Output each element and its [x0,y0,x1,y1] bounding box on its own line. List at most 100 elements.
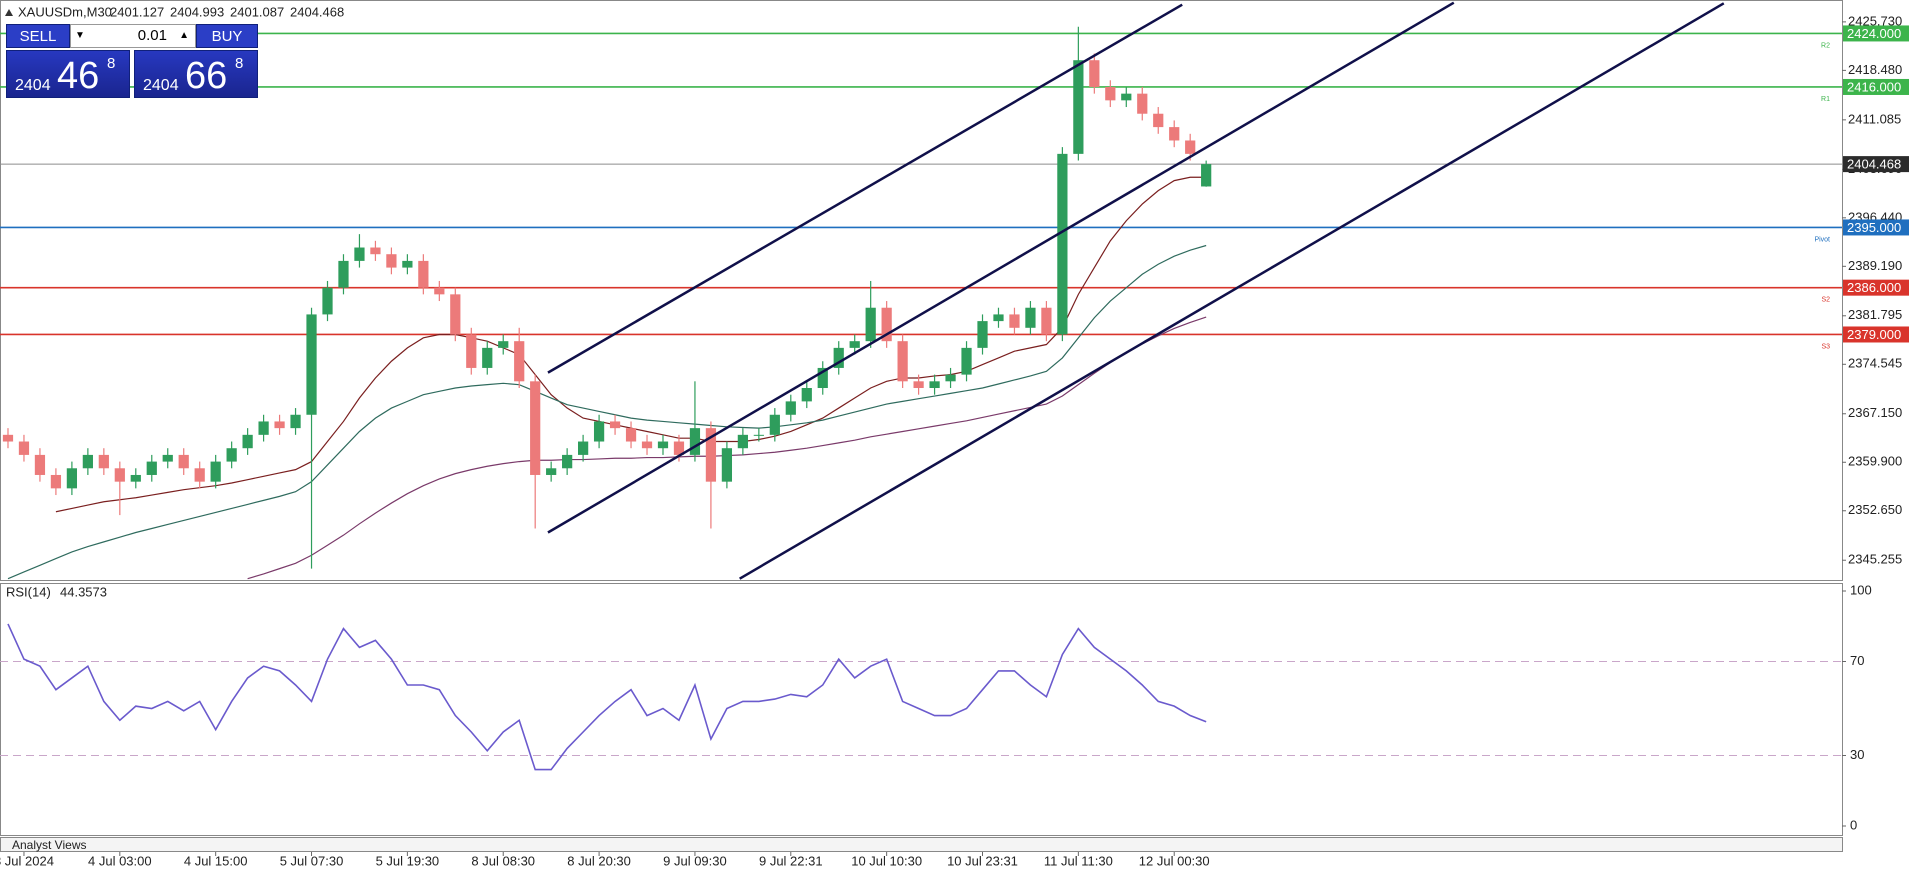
x-tick-label: 4 Jul 15:00 [184,853,248,868]
candle-body [2,434,14,442]
y-tick-label: 2425.730 [1848,13,1902,28]
x-tick-label: 12 Jul 00:30 [1139,853,1210,868]
candle-body [98,454,109,469]
candle-body [657,441,669,449]
x-tick-label: 9 Jul 09:30 [663,853,727,868]
candle-body [546,468,557,475]
candle-body [18,441,30,455]
candle-body [434,287,445,295]
y-tick-label: 2389.190 [1848,258,1902,273]
candle-body [162,454,173,462]
channel-line [547,3,1183,374]
y-tick-label: 2418.480 [1848,62,1902,77]
candle-body [1073,60,1084,154]
current-price-box [1843,156,1909,173]
level-label-box [1843,219,1909,236]
candle-body [274,421,285,429]
y-tick-label: 2374.545 [1848,356,1902,371]
candle-body [881,307,892,342]
candle-body [897,341,908,382]
header-open: 2401.127 [110,4,164,19]
level-name: S3 [1821,343,1830,350]
volume-up[interactable]: ▲ [179,30,189,41]
price-pane-frame [0,0,1843,581]
buy-button[interactable]: BUY [196,24,258,48]
sell-price[interactable]: 2404 46 8 [6,50,130,98]
sell-button[interactable]: SELL [6,24,70,48]
candle-body [801,388,812,402]
candle-body [1057,153,1068,335]
candle-body [338,260,349,288]
candle-body [817,367,828,389]
candle-body [210,461,221,482]
level-label: 2424.000 [1847,26,1901,41]
candle-body [146,461,157,475]
volume-field[interactable]: ▼ 0.01 ▲ [70,24,196,48]
candle-body [386,254,397,268]
sell-price-tail: 8 [107,55,116,72]
channel-line [547,1,1455,534]
x-tick-label: 10 Jul 23:31 [947,853,1018,868]
y-tick-label: 30 [1850,747,1864,762]
trade-panel: SELL ▼ 0.01 ▲ BUY 2404 46 8 2404 66 8 [6,24,258,98]
candle-body [1153,113,1164,128]
candle-body [785,401,796,415]
collapse-icon[interactable] [5,9,13,16]
volume-down[interactable]: ▼ [75,30,85,41]
header-close: 2404.468 [290,4,344,19]
candle-body [945,374,956,382]
rsi-line [7,623,1207,771]
candle-body [1009,314,1020,328]
level-label-box [1843,78,1909,95]
x-tick-label: 11 Jul 11:30 [1044,853,1113,868]
candle-body [258,421,269,435]
moving-average [7,244,1207,580]
candle-body [993,314,1004,322]
x-tick-label: 10 Jul 10:30 [851,853,922,868]
candle-body [1105,86,1116,101]
rsi-pane-frame [0,583,1843,836]
y-tick-label: 2381.795 [1848,307,1902,322]
y-tick-label: 100 [1850,582,1872,597]
x-tick-label: 4 Jul 03:00 [88,853,152,868]
level-label: 2386.000 [1847,280,1901,295]
candle-body [370,247,381,255]
candle-body [418,260,429,288]
candle-body [721,448,733,482]
candle-body [753,434,764,436]
header-high: 2404.993 [170,4,224,19]
analyst-title: Analyst Views [12,838,86,852]
candle-body [82,454,93,469]
level-name: Pivot [1814,236,1830,243]
candle-body [961,347,972,375]
candle-body [705,428,717,482]
level-label-box [1843,279,1909,296]
candle-body [625,428,637,442]
buy-price-main: 66 [185,55,228,97]
volume: 0.01 [137,27,167,44]
candle-body [226,448,237,462]
candle-body [689,428,701,455]
buy-price-tail: 8 [235,55,244,72]
y-tick-label: 2345.255 [1848,552,1902,567]
buy-price-head: 2404 [143,77,179,94]
candle-body [354,247,365,261]
level-name: R1 [1821,96,1830,103]
candle-body [737,434,748,449]
candle-body [1169,127,1180,141]
level-label: 2379.000 [1847,327,1901,342]
candle-body [849,341,860,348]
candle-body [1121,93,1132,101]
buy-price[interactable]: 2404 66 8 [134,50,258,98]
candle-body [306,314,317,415]
y-tick-label: 2367.150 [1848,405,1902,420]
y-tick-label: 0 [1850,817,1857,832]
x-tick-label: 5 Jul 07:30 [280,853,344,868]
candle-body [1137,93,1148,114]
rsi-title: RSI(14) [6,584,51,599]
candle-body [466,334,477,368]
current-price-label: 2404.468 [1847,157,1901,172]
channel-line [739,2,1725,580]
y-tick-label: 2352.650 [1848,502,1902,517]
